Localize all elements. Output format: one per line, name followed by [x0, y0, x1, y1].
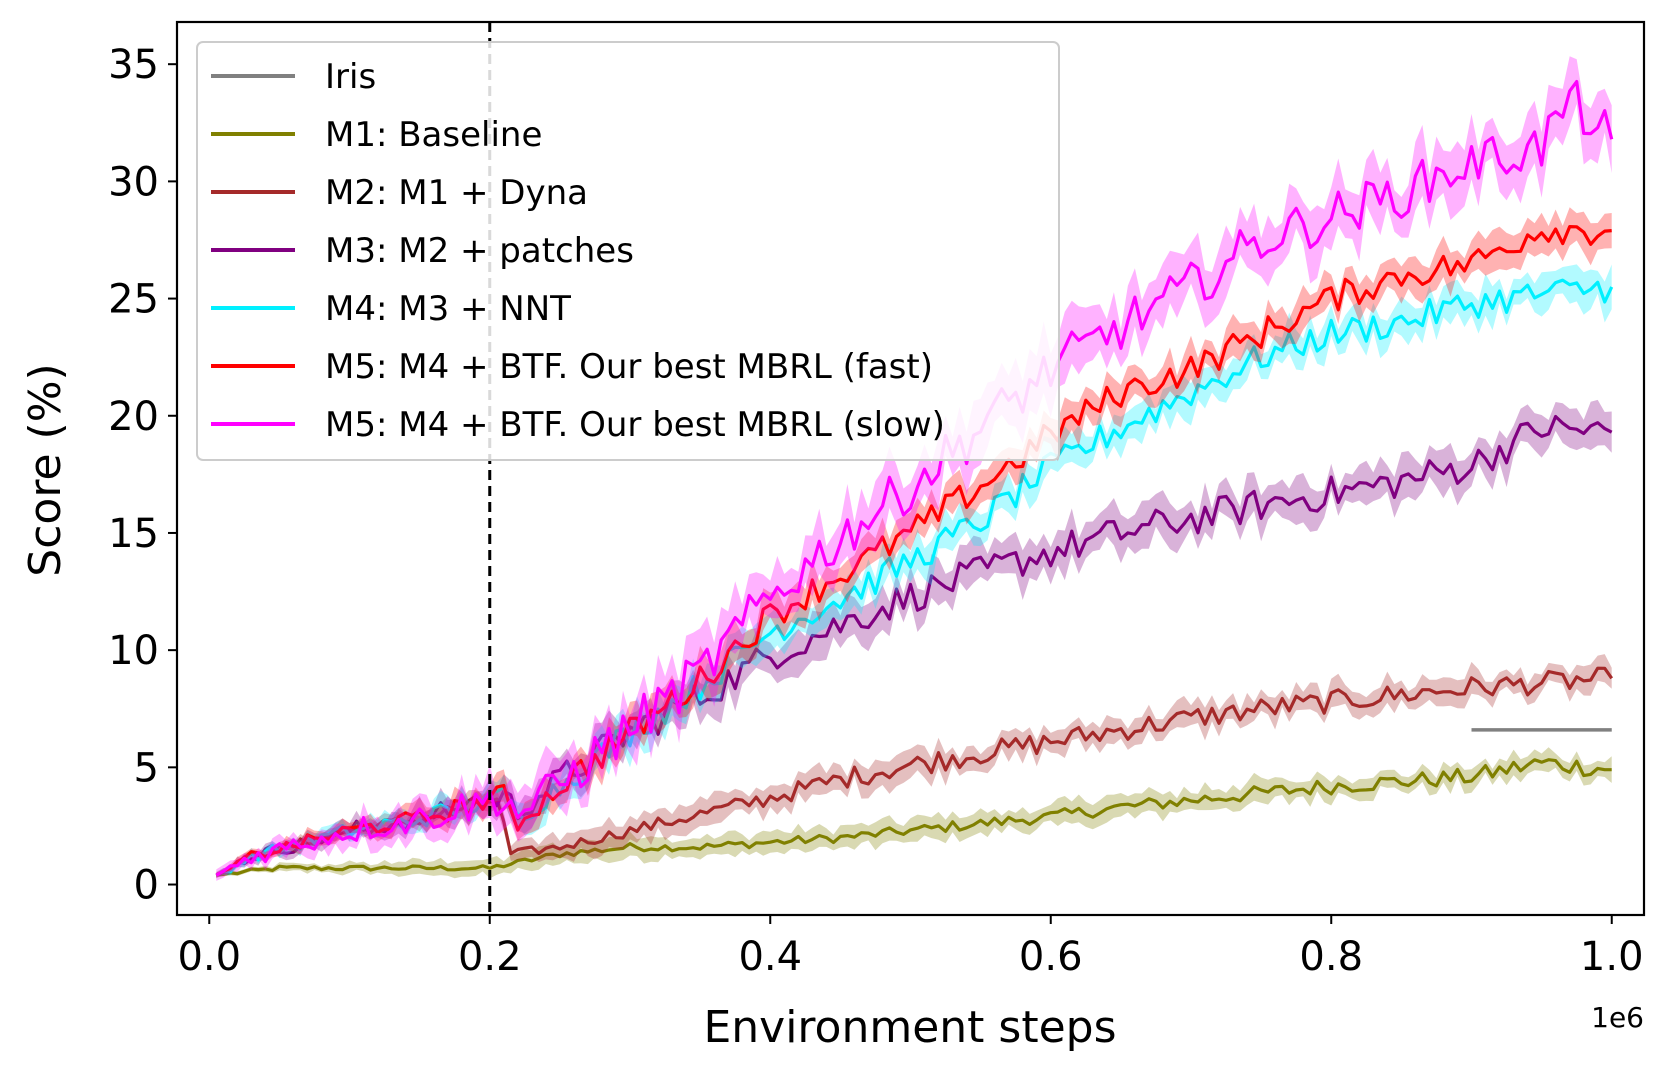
y-tick-label: 20 [108, 394, 159, 440]
x-tick-label: 0.8 [1299, 934, 1363, 980]
x-tick-label: 0.4 [738, 934, 802, 980]
series-m5-m4-btf-our-best-mbrl-slow-band [216, 56, 1612, 881]
legend-label: M5: M4 + BTF. Our best MBRL (slow) [325, 405, 945, 445]
series-m2-m1-dyna-band [216, 654, 1612, 878]
y-tick-label: 35 [108, 42, 159, 88]
legend-box [196, 41, 1060, 461]
y-tick-label: 25 [108, 277, 159, 323]
legend-label: Iris [325, 57, 376, 97]
x-axis-offset-label: 1e6 [1591, 1001, 1644, 1034]
y-tick-label: 0 [134, 863, 159, 909]
series-m5-m4-btf-our-best-mbrl-slow-line [215, 79, 1614, 877]
y-tick-label: 30 [108, 159, 159, 205]
series-m5-m4-btf-our-best-mbrl-fast-line [215, 225, 1612, 877]
y-axis-label: Score (%) [20, 363, 71, 576]
legend-label: M2: M1 + Dyna [325, 173, 588, 213]
legend-label: M3: M2 + patches [325, 231, 634, 271]
series-m3-m2-patches-band [216, 399, 1612, 879]
axes: 0.0 0.2 0.4 0.6 0.8 1.0 0 5 10 15 20 25 30 35 [108, 42, 1643, 980]
x-tick-label: 0.0 [177, 934, 241, 980]
x-tick-label: 0.6 [1019, 934, 1083, 980]
y-tick-label: 15 [108, 511, 159, 557]
x-tick-label: 0.2 [458, 934, 522, 980]
legend-label: M1: Baseline [325, 115, 542, 155]
legend-label: M5: M4 + BTF. Our best MBRL (fast) [325, 347, 933, 387]
series-m4-m3-nnt-line [215, 278, 1614, 877]
series-m1-baseline-band [216, 747, 1612, 879]
legend: Iris M1: Baseline M2: M1 + Dyna M3: M2 + pa… [196, 41, 1060, 461]
legend-label: M4: M3 + NNT [325, 289, 571, 329]
y-tick-label: 5 [134, 745, 159, 791]
x-axis-label: Environment steps [703, 1002, 1116, 1053]
y-tick-label: 10 [108, 628, 159, 674]
series-m4-m3-nnt-band [216, 264, 1612, 878]
plot-frame [175, 20, 1646, 917]
x-tick-label: 1.0 [1580, 934, 1644, 980]
series-m1-baseline-line [216, 758, 1612, 877]
